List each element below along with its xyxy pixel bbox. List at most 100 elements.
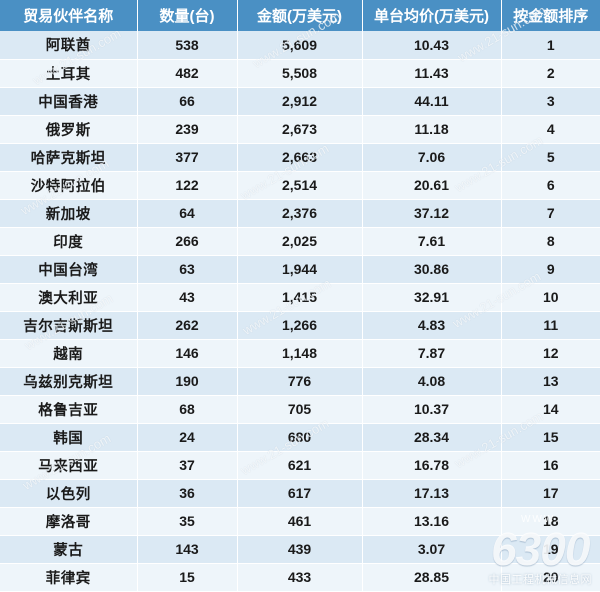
cell-quantity: 24	[137, 423, 238, 452]
cell-rank: 14	[501, 395, 600, 424]
cell-unit-price: 7.87	[362, 339, 502, 368]
cell-rank: 9	[501, 255, 600, 284]
cell-quantity: 66	[137, 87, 238, 116]
table-row: 俄罗斯 239 2,673 11.18 4	[0, 115, 600, 144]
cell-partner-name: 印度	[0, 227, 138, 256]
cell-unit-price: 10.37	[362, 395, 502, 424]
cell-unit-price: 10.43	[362, 31, 502, 60]
cell-amount: 1,266	[237, 311, 363, 340]
cell-unit-price: 11.43	[362, 59, 502, 88]
cell-amount: 433	[237, 563, 363, 592]
table-row: 马来西亚 37 621 16.78 16	[0, 451, 600, 480]
cell-quantity: 482	[137, 59, 238, 88]
table-row: 吉尔吉斯斯坦 262 1,266 4.83 11	[0, 311, 600, 340]
cell-amount: 5,508	[237, 59, 363, 88]
cell-unit-price: 30.86	[362, 255, 502, 284]
cell-amount: 5,609	[237, 31, 363, 60]
table-header-row: 贸易伙伴名称 数量(台) 金额(万美元) 单台均价(万美元) 按金额排序	[0, 0, 600, 31]
table-row: 格鲁吉亚 68 705 10.37 14	[0, 395, 600, 424]
table-row: 新加坡 64 2,376 37.12 7	[0, 199, 600, 228]
cell-amount: 705	[237, 395, 363, 424]
cell-unit-price: 7.61	[362, 227, 502, 256]
table-row: 土耳其 482 5,508 11.43 2	[0, 59, 600, 88]
cell-quantity: 190	[137, 367, 238, 396]
table-row: 中国台湾 63 1,944 30.86 9	[0, 255, 600, 284]
cell-quantity: 43	[137, 283, 238, 312]
cell-amount: 2,376	[237, 199, 363, 228]
cell-quantity: 35	[137, 507, 238, 536]
cell-quantity: 63	[137, 255, 238, 284]
cell-quantity: 36	[137, 479, 238, 508]
cell-rank: 13	[501, 367, 600, 396]
cell-amount: 776	[237, 367, 363, 396]
cell-rank: 4	[501, 115, 600, 144]
cell-partner-name: 土耳其	[0, 59, 138, 88]
cell-partner-name: 中国台湾	[0, 255, 138, 284]
column-header-quantity: 数量(台)	[137, 0, 238, 31]
cell-rank: 19	[501, 535, 600, 564]
cell-unit-price: 4.83	[362, 311, 502, 340]
table-row: 乌兹别克斯坦 190 776 4.08 13	[0, 367, 600, 396]
cell-amount: 1,415	[237, 283, 363, 312]
table-row: 越南 146 1,148 7.87 12	[0, 339, 600, 368]
cell-amount: 439	[237, 535, 363, 564]
cell-rank: 5	[501, 143, 600, 172]
cell-rank: 10	[501, 283, 600, 312]
cell-partner-name: 越南	[0, 339, 138, 368]
cell-quantity: 239	[137, 115, 238, 144]
cell-rank: 3	[501, 87, 600, 116]
cell-amount: 617	[237, 479, 363, 508]
cell-unit-price: 37.12	[362, 199, 502, 228]
table-row: 中国香港 66 2,912 44.11 3	[0, 87, 600, 116]
cell-rank: 2	[501, 59, 600, 88]
cell-unit-price: 4.08	[362, 367, 502, 396]
cell-partner-name: 新加坡	[0, 199, 138, 228]
cell-rank: 15	[501, 423, 600, 452]
table-row: 沙特阿拉伯 122 2,514 20.61 6	[0, 171, 600, 200]
cell-amount: 1,944	[237, 255, 363, 284]
cell-rank: 6	[501, 171, 600, 200]
cell-unit-price: 3.07	[362, 535, 502, 564]
cell-rank: 7	[501, 199, 600, 228]
table-row: 蒙古 143 439 3.07 19	[0, 535, 600, 564]
cell-unit-price: 13.16	[362, 507, 502, 536]
column-header-rank: 按金额排序	[501, 0, 600, 31]
column-header-unit-price: 单台均价(万美元)	[362, 0, 502, 31]
cell-unit-price: 32.91	[362, 283, 502, 312]
cell-unit-price: 20.61	[362, 171, 502, 200]
table-row: 菲律宾 15 433 28.85 20	[0, 563, 600, 592]
cell-rank: 17	[501, 479, 600, 508]
cell-quantity: 266	[137, 227, 238, 256]
cell-quantity: 538	[137, 31, 238, 60]
cell-partner-name: 菲律宾	[0, 563, 138, 592]
table-row: 澳大利亚 43 1,415 32.91 10	[0, 283, 600, 312]
cell-quantity: 64	[137, 199, 238, 228]
cell-partner-name: 格鲁吉亚	[0, 395, 138, 424]
table-body: 阿联酋 538 5,609 10.43 1 土耳其 482 5,508 11.43 2 中国香港 66…	[0, 31, 600, 592]
cell-amount: 680	[237, 423, 363, 452]
cell-partner-name: 哈萨克斯坦	[0, 143, 138, 172]
cell-rank: 8	[501, 227, 600, 256]
cell-amount: 2,673	[237, 115, 363, 144]
cell-partner-name: 马来西亚	[0, 451, 138, 480]
table-row: 以色列 36 617 17.13 17	[0, 479, 600, 508]
cell-partner-name: 吉尔吉斯斯坦	[0, 311, 138, 340]
cell-quantity: 143	[137, 535, 238, 564]
cell-rank: 20	[501, 563, 600, 592]
cell-partner-name: 俄罗斯	[0, 115, 138, 144]
cell-partner-name: 沙特阿拉伯	[0, 171, 138, 200]
column-header-partner-name: 贸易伙伴名称	[0, 0, 138, 31]
cell-amount: 2,514	[237, 171, 363, 200]
cell-rank: 11	[501, 311, 600, 340]
cell-rank: 18	[501, 507, 600, 536]
cell-amount: 1,148	[237, 339, 363, 368]
cell-partner-name: 乌兹别克斯坦	[0, 367, 138, 396]
cell-quantity: 37	[137, 451, 238, 480]
cell-unit-price: 11.18	[362, 115, 502, 144]
cell-quantity: 68	[137, 395, 238, 424]
cell-rank: 16	[501, 451, 600, 480]
cell-unit-price: 17.13	[362, 479, 502, 508]
table-row: 印度 266 2,025 7.61 8	[0, 227, 600, 256]
